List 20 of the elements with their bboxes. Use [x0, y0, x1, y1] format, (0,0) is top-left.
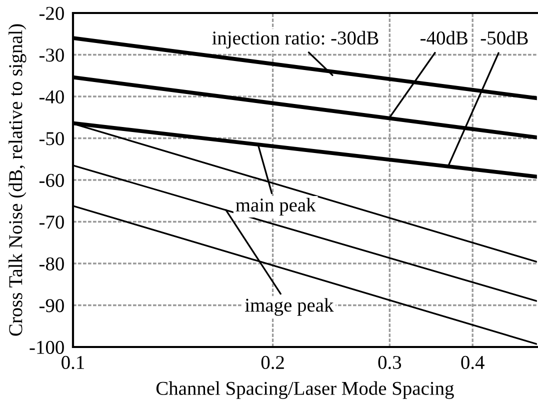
annotation: -40dB: [420, 30, 468, 45]
y-axis-title: Cross Talk Noise (dB, relative to signal): [8, 24, 26, 336]
y-tick-label: -80: [39, 257, 64, 270]
y-tick-label: -70: [39, 216, 64, 229]
x-tick-label: 0.3: [378, 356, 402, 370]
y-tick-label: -90: [39, 299, 64, 312]
annotation: main peak: [236, 198, 316, 216]
y-tick-label: -100: [30, 340, 64, 354]
annotation: image peak: [245, 298, 334, 316]
x-tick-label: 0.2: [261, 356, 284, 370]
y-tick-label: -20: [39, 6, 64, 20]
y-tick-label: -50: [39, 132, 64, 146]
y-tick-label: -40: [39, 90, 64, 104]
x-tick-label: 0.4: [461, 356, 484, 370]
y-tick-label: -30: [39, 48, 64, 62]
annotation: -50dB: [480, 30, 528, 45]
annotation: injection ratio: -30dB: [212, 30, 378, 49]
x-tick-label: 0.1: [62, 356, 84, 370]
x-axis-title: Channel Spacing/Laser Mode Spacing: [156, 381, 454, 399]
y-tick-label: -60: [39, 174, 64, 187]
